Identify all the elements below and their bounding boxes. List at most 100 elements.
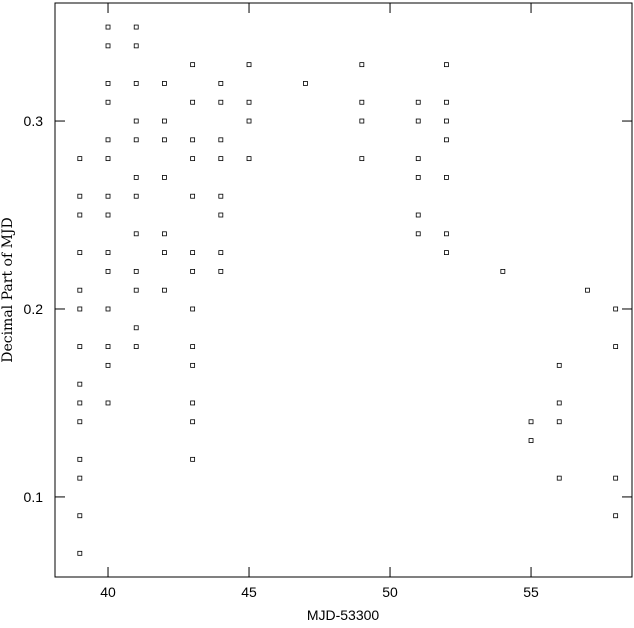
point (77, 193, 83, 199)
point (556, 475, 562, 481)
point (77, 419, 83, 425)
point (359, 99, 365, 105)
point (105, 212, 111, 218)
point (133, 24, 139, 30)
point (162, 231, 167, 237)
point (218, 212, 224, 218)
point (303, 81, 308, 86)
point (444, 175, 449, 180)
point (133, 325, 139, 331)
point (105, 193, 111, 199)
point (105, 43, 111, 49)
point (500, 268, 506, 274)
point (190, 344, 196, 349)
point (133, 231, 139, 237)
point (77, 287, 83, 293)
point (77, 456, 83, 462)
point (105, 156, 111, 162)
point (162, 250, 167, 255)
point (105, 306, 111, 312)
point (77, 550, 83, 556)
point (105, 81, 111, 86)
point (133, 175, 139, 180)
y-tick-label: 0.1 (24, 489, 44, 505)
point (190, 156, 196, 162)
point (105, 250, 111, 255)
point (359, 118, 365, 124)
point (246, 156, 252, 162)
point (415, 156, 421, 162)
x-tick-label: 40 (100, 584, 116, 600)
point (613, 513, 619, 519)
y-tick-label: 0.2 (24, 301, 44, 317)
point (246, 99, 252, 105)
point (415, 175, 421, 180)
point (556, 419, 562, 425)
point (613, 306, 619, 312)
point (162, 118, 167, 124)
point (415, 231, 421, 237)
point (190, 62, 196, 68)
point (585, 287, 590, 293)
point (77, 513, 83, 519)
x-tick-label: 55 (523, 584, 539, 600)
point (444, 137, 449, 143)
point (613, 344, 619, 349)
point (556, 400, 562, 406)
point (218, 81, 224, 86)
point (190, 250, 196, 255)
point (359, 156, 365, 162)
x-tick-label: 50 (382, 584, 398, 600)
point (133, 118, 139, 124)
point (190, 419, 196, 425)
point (162, 287, 167, 293)
point (105, 400, 111, 406)
point (444, 62, 449, 68)
point (105, 99, 111, 105)
point (105, 268, 111, 274)
point (162, 175, 167, 180)
point (105, 24, 111, 30)
point (190, 362, 196, 368)
point (133, 193, 139, 199)
y-axis-label: Decimal Part of MJD (0, 217, 16, 363)
point (246, 62, 252, 68)
point (190, 137, 196, 143)
point (105, 137, 111, 143)
point (613, 475, 619, 481)
point (77, 381, 83, 387)
point (77, 344, 83, 349)
point (105, 344, 111, 349)
point (218, 193, 224, 199)
point (444, 231, 449, 237)
point (133, 81, 139, 86)
x-axis-label: MJD-53300 (307, 607, 380, 623)
point (415, 118, 421, 124)
point (218, 137, 224, 143)
point (77, 475, 83, 481)
point (359, 62, 365, 68)
y-tick-label: 0.3 (24, 113, 44, 129)
point (444, 118, 449, 124)
point (190, 268, 196, 274)
point (190, 193, 196, 199)
point (133, 268, 139, 274)
point (218, 156, 224, 162)
point (77, 306, 83, 312)
point (105, 362, 111, 368)
point (415, 212, 421, 218)
point (133, 137, 139, 143)
point (162, 137, 167, 143)
point (218, 268, 224, 274)
point (218, 99, 224, 105)
x-tick-label: 45 (241, 584, 257, 600)
point (162, 81, 167, 86)
point (415, 99, 421, 105)
point (133, 43, 139, 49)
point (133, 344, 139, 349)
plot-frame (54, 2, 633, 578)
point (190, 456, 196, 462)
point (190, 400, 196, 406)
point (246, 118, 252, 124)
